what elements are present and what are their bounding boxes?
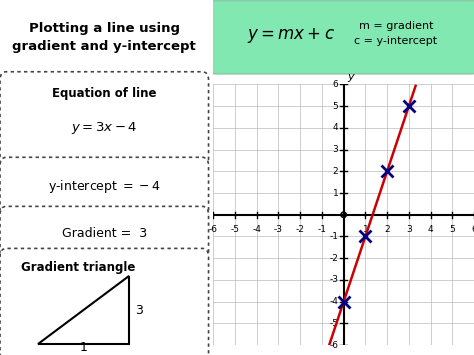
Text: 3: 3 bbox=[332, 145, 338, 154]
Text: 3: 3 bbox=[406, 225, 412, 234]
Text: Equation of line: Equation of line bbox=[52, 87, 156, 100]
Text: Gradient =  3: Gradient = 3 bbox=[62, 226, 147, 240]
Text: -6: -6 bbox=[209, 225, 218, 234]
Text: -2: -2 bbox=[296, 225, 305, 234]
Text: 3: 3 bbox=[136, 304, 144, 317]
Text: -3: -3 bbox=[274, 225, 283, 234]
FancyBboxPatch shape bbox=[0, 72, 209, 167]
Text: y: y bbox=[347, 72, 354, 82]
Text: -3: -3 bbox=[329, 275, 338, 284]
Text: -1: -1 bbox=[329, 232, 338, 241]
Text: 2: 2 bbox=[333, 167, 338, 176]
Text: -2: -2 bbox=[329, 254, 338, 263]
Text: -5: -5 bbox=[329, 319, 338, 328]
Text: -1: -1 bbox=[318, 225, 327, 234]
Text: 1: 1 bbox=[80, 340, 87, 354]
FancyBboxPatch shape bbox=[206, 1, 474, 74]
Text: 6: 6 bbox=[332, 80, 338, 89]
FancyBboxPatch shape bbox=[0, 248, 209, 355]
Text: 6: 6 bbox=[471, 225, 474, 234]
Polygon shape bbox=[37, 277, 129, 344]
Text: y-intercept $= -4$: y-intercept $= -4$ bbox=[48, 178, 160, 195]
Text: $y = mx + c$: $y = mx + c$ bbox=[247, 26, 336, 45]
FancyBboxPatch shape bbox=[0, 206, 209, 260]
Text: 4: 4 bbox=[333, 124, 338, 132]
Text: 5: 5 bbox=[449, 225, 455, 234]
Text: m = gradient
c = y-intercept: m = gradient c = y-intercept bbox=[354, 21, 438, 47]
Text: 1: 1 bbox=[363, 225, 368, 234]
Text: -4: -4 bbox=[252, 225, 261, 234]
Text: -6: -6 bbox=[329, 341, 338, 350]
Text: Gradient triangle: Gradient triangle bbox=[21, 261, 135, 274]
FancyBboxPatch shape bbox=[0, 157, 209, 218]
Text: -4: -4 bbox=[329, 297, 338, 306]
Text: -5: -5 bbox=[230, 225, 239, 234]
Text: Plotting a line using
gradient and y-intercept: Plotting a line using gradient and y-int… bbox=[12, 22, 196, 53]
Text: 2: 2 bbox=[384, 225, 390, 234]
Text: 5: 5 bbox=[332, 102, 338, 111]
Text: 1: 1 bbox=[332, 189, 338, 197]
Text: $y = 3x - 4$: $y = 3x - 4$ bbox=[71, 120, 137, 136]
Text: 4: 4 bbox=[428, 225, 433, 234]
